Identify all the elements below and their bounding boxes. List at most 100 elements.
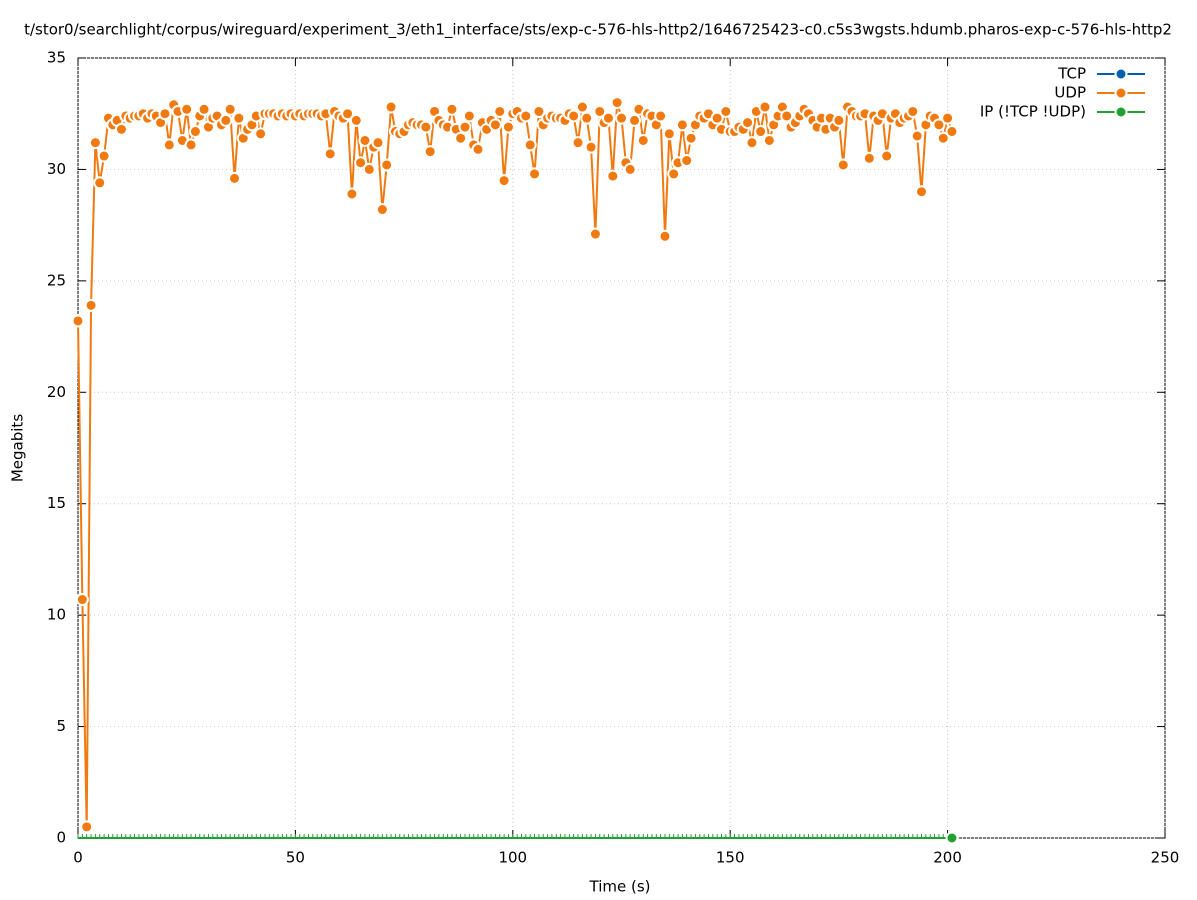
data-point xyxy=(832,113,846,127)
data-point xyxy=(528,167,542,181)
data-point xyxy=(454,131,468,145)
data-point xyxy=(662,127,676,141)
data-point xyxy=(223,102,237,116)
data-point xyxy=(575,100,589,114)
y-tick-label: 20 xyxy=(47,383,66,401)
data-point xyxy=(180,102,194,116)
chart-title: t/stor0/searchlight/corpus/wireguard/exp… xyxy=(24,21,1172,40)
data-point xyxy=(471,142,485,156)
data-point xyxy=(75,593,89,607)
data-point xyxy=(862,151,876,165)
data-point xyxy=(219,113,233,127)
data-point xyxy=(945,831,959,845)
data-point xyxy=(567,109,581,123)
data-point xyxy=(71,314,85,328)
y-tick-label: 30 xyxy=(47,160,66,178)
data-point xyxy=(762,133,776,147)
legend-marker xyxy=(1114,86,1128,100)
data-point xyxy=(158,107,172,121)
data-point xyxy=(349,113,363,127)
x-tick-label: 0 xyxy=(73,849,83,867)
data-point xyxy=(580,111,594,125)
data-point xyxy=(623,162,637,176)
series-line xyxy=(77,101,953,827)
data-point xyxy=(880,149,894,163)
plot-border xyxy=(77,57,1166,839)
data-point xyxy=(458,120,472,134)
data-point xyxy=(741,116,755,130)
data-point xyxy=(354,156,368,170)
data-point xyxy=(254,127,268,141)
data-point xyxy=(93,176,107,190)
data-point xyxy=(97,149,111,163)
data-point xyxy=(445,102,459,116)
data-point xyxy=(588,227,602,241)
data-point xyxy=(493,104,507,118)
data-point xyxy=(532,104,546,118)
data-point xyxy=(667,167,681,181)
data-point xyxy=(345,187,359,201)
data-point xyxy=(462,109,476,123)
data-point xyxy=(745,136,759,150)
x-tick-label: 250 xyxy=(1151,849,1180,867)
data-point xyxy=(936,131,950,145)
legend-marker xyxy=(1114,105,1128,119)
data-point xyxy=(654,109,668,123)
data-point xyxy=(380,158,394,172)
data-point xyxy=(836,158,850,172)
data-point xyxy=(371,136,385,150)
data-point xyxy=(932,118,946,132)
data-point xyxy=(88,136,102,150)
data-point xyxy=(188,125,202,139)
data-point xyxy=(423,145,437,159)
x-tick-label: 50 xyxy=(286,849,305,867)
data-point xyxy=(80,820,94,834)
legend-label: IP (!TCP !UDP) xyxy=(980,103,1086,121)
legend-marker xyxy=(1114,67,1128,81)
data-point xyxy=(162,138,176,152)
y-axis-label: Megabits xyxy=(9,414,27,482)
data-point xyxy=(610,96,624,110)
data-point xyxy=(341,107,355,121)
data-point xyxy=(606,169,620,183)
data-point xyxy=(232,111,246,125)
data-point xyxy=(658,229,672,243)
data-point xyxy=(358,133,372,147)
data-point xyxy=(197,102,211,116)
x-tick-label: 150 xyxy=(716,849,745,867)
data-point xyxy=(601,111,615,125)
data-point xyxy=(488,118,502,132)
y-tick-label: 0 xyxy=(56,829,66,847)
x-tick-label: 200 xyxy=(933,849,962,867)
data-point xyxy=(84,298,98,312)
data-point xyxy=(758,100,772,114)
data-point xyxy=(628,113,642,127)
legend-label: TCP xyxy=(1057,65,1086,83)
data-point xyxy=(754,125,768,139)
data-point xyxy=(945,125,959,139)
data-point xyxy=(501,120,515,134)
data-point xyxy=(497,174,511,188)
y-tick-label: 5 xyxy=(56,717,66,735)
data-point xyxy=(684,131,698,145)
y-tick-label: 35 xyxy=(47,49,66,67)
data-point xyxy=(615,111,628,125)
data-point xyxy=(719,104,733,118)
data-point xyxy=(636,133,650,147)
data-point xyxy=(384,100,398,114)
data-point xyxy=(571,136,585,150)
y-tick-label: 10 xyxy=(47,606,66,624)
data-point xyxy=(906,104,920,118)
x-axis-label: Time (s) xyxy=(589,878,651,896)
data-point xyxy=(323,147,337,161)
data-point xyxy=(910,129,924,143)
data-point xyxy=(941,111,955,125)
data-point xyxy=(915,185,929,199)
data-point xyxy=(419,120,433,134)
data-point xyxy=(780,109,794,123)
data-point xyxy=(362,162,376,176)
data-point xyxy=(519,109,533,123)
data-point xyxy=(523,138,537,152)
